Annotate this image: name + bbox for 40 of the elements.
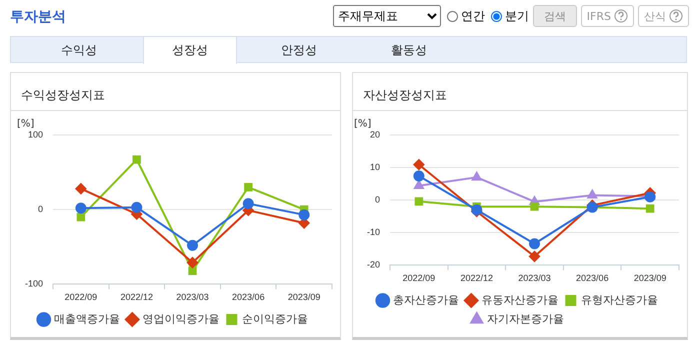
legend-label: 순이익증가율 [242, 312, 308, 326]
text: 성장성 [143, 36, 237, 64]
x-tick-label: 2023/03 [176, 292, 209, 302]
x-tick-label: 2022/12 [460, 273, 493, 284]
y-tick-label: 10 [370, 162, 380, 172]
y-axis-title: [%] [354, 118, 372, 130]
text: 연간 [460, 8, 485, 24]
y-tick-label: 0 [374, 194, 380, 205]
text: 검색 [532, 5, 577, 27]
chart-title: 자산성장성지표 [363, 87, 447, 104]
x-tick-label: 2022/09 [402, 273, 436, 284]
text: 투자분석 [10, 8, 66, 26]
y-tick-label: 0 [38, 204, 44, 214]
legend-label: 매출액증가율 [54, 312, 120, 326]
legend-label: 유동자산증가율 [481, 293, 558, 306]
x-tick-label: 2023/06 [232, 292, 265, 302]
legend-label: 영업이익증가율 [142, 312, 220, 326]
chart-title: 수익성장성지표 [21, 87, 105, 104]
text: IFRS [580, 5, 634, 27]
text: 수익성 [60, 42, 98, 59]
x-tick-label: 2022/09 [64, 292, 98, 302]
y-axis-title: [%] [17, 118, 34, 130]
x-tick-label: 2023/03 [518, 273, 551, 284]
text: 분기 [504, 8, 529, 24]
text: 산식 [638, 5, 689, 27]
y-tick-label: -100 [25, 278, 44, 289]
x-tick-label: 2023/09 [288, 292, 320, 302]
y-tick-label: 20 [370, 129, 380, 140]
y-tick-label: 100 [28, 129, 44, 140]
text: 안정성 [280, 42, 318, 59]
text: 활동성 [390, 42, 428, 59]
y-tick-label: -10 [366, 227, 380, 238]
text: 주재무제표 [332, 5, 441, 27]
x-tick-label: 2023/09 [634, 273, 666, 284]
x-tick-label: 2023/06 [576, 273, 609, 284]
x-tick-label: 2022/12 [120, 292, 153, 302]
y-tick-label: -20 [366, 260, 380, 270]
legend-label: 자기자본증가율 [486, 312, 564, 326]
legend-label: 유형자산증가율 [580, 293, 658, 306]
legend-label: 총자산증가율 [392, 293, 459, 306]
